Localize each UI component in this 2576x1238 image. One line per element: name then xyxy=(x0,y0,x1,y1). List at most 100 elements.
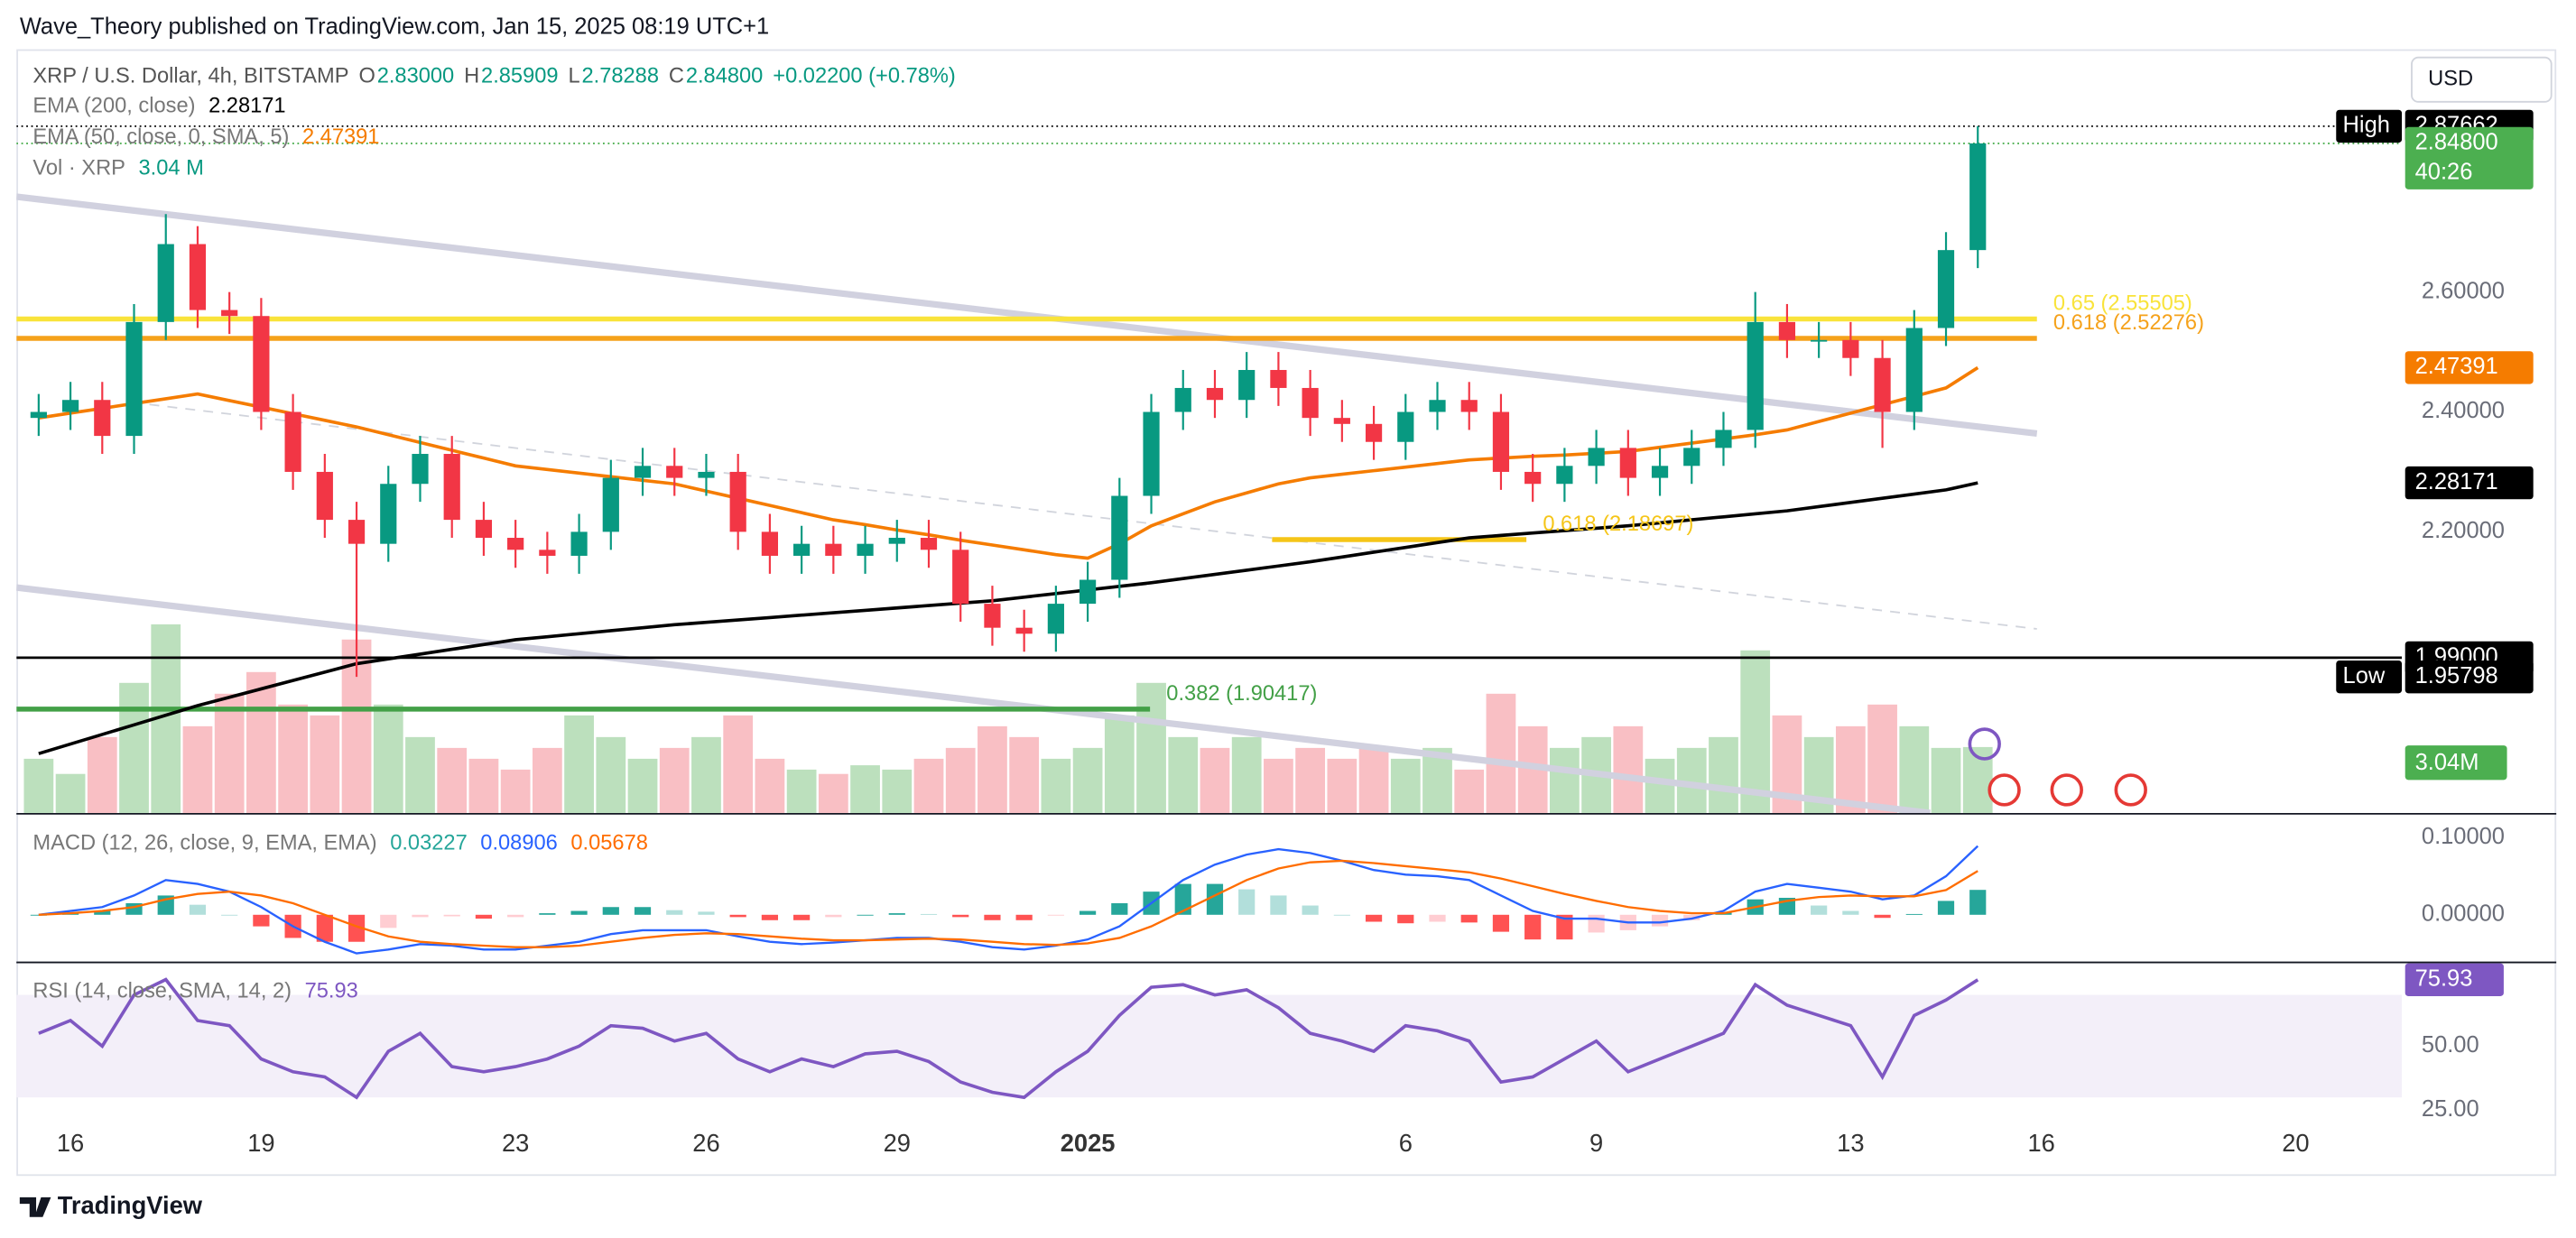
y-tick-label: 2.40000 xyxy=(2422,398,2505,423)
volume-bar xyxy=(1231,736,1262,813)
macd-histogram xyxy=(1905,913,1923,915)
candle-body xyxy=(1174,387,1191,412)
candle-body xyxy=(1429,400,1446,412)
legend-ohlc: H xyxy=(464,65,479,88)
candle-body xyxy=(984,604,1001,628)
volume-bar xyxy=(1486,693,1516,813)
legend-title: Vol · XRP xyxy=(32,157,125,180)
y-tick-label: 2.20000 xyxy=(2422,518,2505,543)
price-tag xyxy=(2336,109,2403,143)
legend: Vol · XRP 3.04 M xyxy=(32,157,203,180)
candle-body xyxy=(94,400,111,437)
legend-series-name: EMA (200, close) xyxy=(32,95,195,118)
price-tag-label: Low xyxy=(2343,663,2386,688)
volume-bar xyxy=(882,769,913,813)
macd-histogram xyxy=(539,913,556,915)
volume-bar xyxy=(755,758,785,813)
legend-value: 3.04 M xyxy=(139,157,204,180)
macd-histogram xyxy=(920,913,938,915)
y-tick-label: 2.60000 xyxy=(2422,278,2505,303)
volume-bar xyxy=(1454,769,1485,813)
price-badge xyxy=(2405,126,2534,189)
footer-logo xyxy=(19,1196,51,1217)
candle-body xyxy=(793,543,811,556)
candle-body xyxy=(1811,339,1828,342)
event-icon[interactable] xyxy=(1988,773,2021,807)
rsi-line xyxy=(38,977,1979,1100)
x-tick-label: 6 xyxy=(1399,1129,1413,1157)
price-tag-label: High xyxy=(2343,113,2390,138)
macd-histogram xyxy=(1111,902,1128,915)
y-tick-label: 50.00 xyxy=(2422,1032,2479,1058)
candle-body xyxy=(1747,321,1764,430)
macd-histogram xyxy=(1556,914,1573,940)
price-badge-label: 2.84800 xyxy=(2415,130,2498,155)
candle-body xyxy=(1715,430,1732,448)
x-tick-label: 23 xyxy=(502,1129,529,1157)
volume-bar xyxy=(1072,747,1103,813)
candle-body xyxy=(1683,448,1700,467)
legend-ohlc: 2.84800 xyxy=(686,65,764,88)
volume-bar xyxy=(437,747,468,813)
macd-plot xyxy=(30,845,1987,955)
macd-histogram xyxy=(347,914,366,942)
x-tick-label: 19 xyxy=(247,1129,274,1157)
price-badge xyxy=(2405,351,2534,384)
back-layer xyxy=(23,624,1993,813)
candle-body xyxy=(1302,387,1319,419)
macd-histogram xyxy=(1333,914,1350,916)
volume-bar xyxy=(373,704,403,813)
volume-bar xyxy=(1613,725,1644,813)
macd-histogram xyxy=(1842,910,1859,915)
candle-body xyxy=(920,538,938,550)
event-icon[interactable] xyxy=(2114,773,2147,807)
volume-bar xyxy=(1550,747,1580,813)
candle-body xyxy=(1365,423,1383,442)
candle-body xyxy=(253,316,270,412)
volume-bar xyxy=(818,773,848,813)
price-badge-label: 2.28171 xyxy=(2415,469,2498,494)
ema-line xyxy=(38,365,1979,560)
legend-series-value: 2.28171 xyxy=(208,95,286,118)
candle-body xyxy=(1238,370,1256,401)
candle-body xyxy=(1905,328,1923,412)
volume-bar xyxy=(405,736,435,813)
macd-histogram xyxy=(1015,914,1033,920)
candle-body xyxy=(888,538,905,544)
y-tick-label: 0.10000 xyxy=(2422,824,2505,849)
candle-body xyxy=(30,411,47,419)
header: Wave_Theory published on TradingView.com… xyxy=(20,14,769,40)
candle-body xyxy=(1937,250,1955,328)
volume-bar xyxy=(55,773,86,813)
legend: EMA (50, close, 0, SMA, 5) 2.47391 xyxy=(32,125,379,149)
legend-title: XRP / U.S. Dollar, 4h, BITSTAMP xyxy=(32,65,348,88)
volume-bar xyxy=(978,725,1007,813)
volume-bar xyxy=(1740,650,1771,813)
macd-histogram xyxy=(1874,914,1891,919)
x-tick-label: 13 xyxy=(1837,1129,1864,1157)
currency-button[interactable] xyxy=(2411,56,2553,103)
volume-bar xyxy=(659,747,690,813)
candle-body xyxy=(1619,448,1636,478)
candle-body xyxy=(1460,400,1478,412)
legend: XRP / U.S. Dollar, 4h, BITSTAMP O 2.83000 H… xyxy=(32,65,955,88)
macd-histogram xyxy=(412,914,429,918)
macd-histogram xyxy=(1969,890,1987,915)
volume-bar xyxy=(1867,704,1897,813)
volume-bar xyxy=(564,715,594,813)
legend-ohlc: 2.78288 xyxy=(581,65,659,88)
rsi-band xyxy=(16,994,2403,1098)
event-icon[interactable] xyxy=(1968,727,2001,761)
macd-histogram xyxy=(1270,895,1287,915)
macd-histogram xyxy=(221,914,238,916)
event-icon[interactable] xyxy=(2050,773,2083,807)
candle-body xyxy=(1206,387,1224,401)
macd-histogram xyxy=(443,914,460,917)
trend-line xyxy=(16,193,2038,438)
volume-bar xyxy=(913,758,944,813)
price-badge-label: 75.93 xyxy=(2415,966,2473,992)
macd-histogram xyxy=(888,913,905,915)
macd-histogram xyxy=(1937,901,1955,915)
